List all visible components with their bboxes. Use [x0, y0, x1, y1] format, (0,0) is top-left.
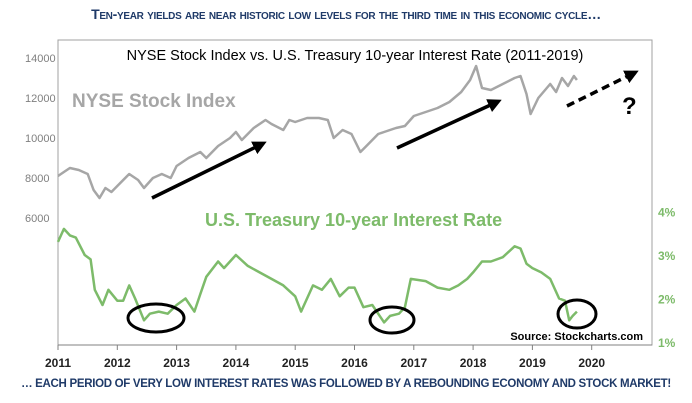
- y-left-tick-label: 14000: [25, 53, 56, 65]
- y-right-tick-label: 3%: [658, 249, 676, 263]
- x-tick-label: 2011: [45, 356, 71, 370]
- x-tick-label: 2013: [163, 356, 190, 370]
- rate-series-line: [56, 227, 578, 324]
- y-right-tick-label: 2%: [658, 293, 676, 307]
- y-left-tick-label: 12000: [25, 93, 56, 105]
- question-mark: ?: [622, 93, 637, 120]
- low-rate-highlight-circle: [556, 298, 598, 330]
- trend-arrow-2012: [151, 141, 267, 200]
- y-left-tick-label: 6000: [25, 213, 49, 225]
- x-tick-label: 2019: [519, 356, 546, 370]
- chart-title: NYSE Stock Index vs. U.S. Treasury 10-ye…: [127, 48, 584, 64]
- nyse-series-label: NYSE Stock Index: [72, 91, 236, 112]
- rate-series-label: U.S. Treasury 10-year Interest Rate: [205, 210, 502, 230]
- x-tick-label: 2020: [578, 356, 605, 370]
- y-right-tick-label: 1%: [658, 336, 676, 350]
- headline-top: Ten-year yields are near historic low le…: [91, 6, 601, 22]
- y-left-tick-label: 10000: [25, 133, 56, 145]
- trend-arrow-2016: [396, 99, 502, 150]
- x-tick-label: 2018: [460, 356, 487, 370]
- y-left-tick-label: 8000: [25, 173, 49, 185]
- x-tick-label: 2015: [282, 356, 309, 370]
- nyse-series-line: [57, 64, 578, 200]
- headline-bottom: … EACH PERIOD OF VERY LOW INTEREST RATES…: [21, 378, 671, 390]
- low-rate-highlight-circle: [368, 305, 416, 335]
- low-rate-highlight-circle: [126, 302, 186, 334]
- x-tick-label: 2016: [341, 356, 368, 370]
- x-tick-label: 2017: [400, 356, 427, 370]
- x-tick-label: 2012: [104, 356, 131, 370]
- y-right-tick-label: 4%: [658, 206, 676, 220]
- source-label: Source: Stockcharts.com: [510, 331, 643, 343]
- x-tick-label: 2014: [223, 356, 250, 370]
